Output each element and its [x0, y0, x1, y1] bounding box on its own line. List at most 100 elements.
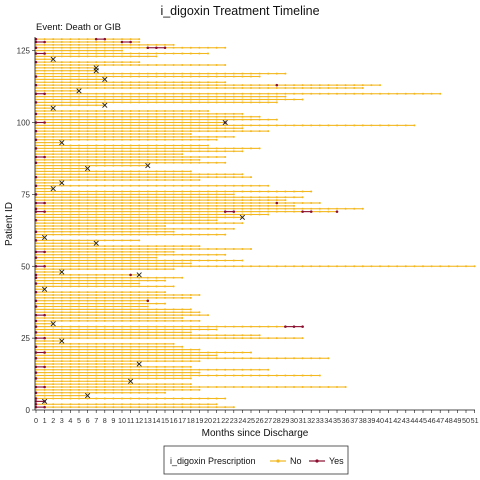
prescription-no-point [129, 299, 132, 302]
prescription-no-point [172, 109, 175, 113]
prescription-no-point [120, 130, 124, 133]
prescription-no-point [181, 406, 184, 409]
prescription-no-point [138, 276, 141, 279]
prescription-no-point [86, 196, 89, 199]
prescription-no-point [138, 219, 141, 222]
prescription-no-point [112, 81, 115, 84]
prescription-no-point [181, 383, 184, 386]
prescription-no-point [241, 72, 244, 75]
prescription-no-point [155, 155, 158, 159]
prescription-no-point [120, 296, 124, 299]
prescription-no-point [103, 345, 106, 348]
patient-timeline-35 [34, 308, 192, 311]
prescription-no-point [172, 351, 175, 354]
prescription-no-point [43, 394, 46, 397]
prescription-yes-point [309, 210, 313, 213]
prescription-no-point [103, 72, 106, 75]
prescription-no-point [112, 268, 115, 271]
prescription-no-point [387, 92, 390, 95]
prescription-no-point [241, 84, 244, 87]
patient-timeline-39 [34, 296, 192, 299]
prescription-no-point [69, 406, 72, 409]
prescription-no-point [129, 222, 132, 225]
patient-timeline-105 [34, 107, 55, 110]
prescription-no-point [43, 173, 46, 176]
prescription-no-point [112, 144, 115, 147]
prescription-no-point [206, 184, 210, 187]
prescription-no-point [103, 155, 106, 159]
prescription-no-point [361, 92, 364, 95]
prescription-no-point [52, 388, 55, 391]
patient-timeline-1 [34, 405, 235, 409]
prescription-no-point [69, 256, 72, 259]
prescription-no-point [112, 397, 115, 400]
prescription-no-point [120, 190, 124, 193]
prescription-no-point [301, 190, 304, 193]
prescription-no-point [52, 104, 55, 107]
prescription-no-point [86, 328, 89, 331]
prescription-no-point [52, 193, 55, 196]
prescription-no-point [77, 377, 81, 380]
prescription-no-point [77, 250, 81, 253]
prescription-no-point [310, 84, 313, 87]
prescription-no-point [129, 256, 132, 259]
prescription-no-point [103, 81, 106, 84]
prescription-no-point [60, 121, 63, 124]
prescription-no-point [120, 219, 124, 222]
prescription-no-point [120, 196, 124, 199]
prescription-no-point [215, 354, 218, 357]
prescription-no-point [146, 314, 149, 317]
prescription-no-point [172, 311, 175, 314]
prescription-no-point [69, 72, 72, 75]
prescription-no-point [129, 224, 132, 228]
prescription-no-point [120, 230, 124, 233]
prescription-no-point [43, 184, 46, 187]
prescription-no-point [95, 308, 98, 311]
prescription-no-point [181, 75, 184, 78]
prescription-no-point [155, 201, 158, 205]
prescription-no-point [60, 245, 63, 248]
prescription-no-point [172, 328, 175, 331]
prescription-no-point [77, 394, 81, 397]
prescription-no-point [112, 334, 115, 337]
prescription-no-point [258, 201, 261, 205]
prescription-no-point [163, 222, 167, 225]
patient-timeline-48 [34, 270, 63, 274]
prescription-no-point [60, 242, 63, 245]
prescription-no-point [155, 345, 158, 348]
prescription-no-point [34, 262, 38, 265]
prescription-no-point [60, 239, 63, 242]
prescription-no-point [155, 118, 158, 121]
prescription-no-point [189, 383, 192, 386]
patient-timeline-99 [34, 124, 416, 127]
prescription-no-point [52, 222, 55, 225]
prescription-no-point [60, 153, 63, 156]
prescription-no-point [112, 357, 115, 360]
prescription-no-point [120, 383, 124, 386]
prescription-no-point [258, 98, 261, 101]
prescription-no-point [34, 95, 38, 98]
prescription-no-point [146, 150, 149, 153]
prescription-no-point [172, 250, 175, 253]
prescription-no-point [138, 173, 141, 176]
prescription-no-point [86, 282, 89, 285]
prescription-no-point [103, 153, 106, 156]
prescription-no-point [155, 98, 158, 101]
prescription-no-point [69, 276, 72, 279]
prescription-no-point [86, 293, 89, 297]
prescription-no-point [52, 256, 55, 259]
prescription-no-point [232, 265, 235, 268]
prescription-no-point [378, 92, 382, 95]
prescription-no-point [60, 293, 63, 297]
prescription-no-point [77, 291, 81, 294]
prescription-no-point [129, 132, 132, 136]
prescription-no-point [267, 201, 270, 205]
prescription-no-point [206, 147, 210, 150]
prescription-no-point [258, 337, 261, 340]
prescription-no-point [344, 84, 347, 87]
prescription-no-point [224, 86, 227, 90]
prescription-no-point [327, 385, 330, 389]
prescription-no-point [146, 325, 149, 328]
prescription-no-point [60, 150, 63, 153]
prescription-no-point [189, 178, 192, 182]
